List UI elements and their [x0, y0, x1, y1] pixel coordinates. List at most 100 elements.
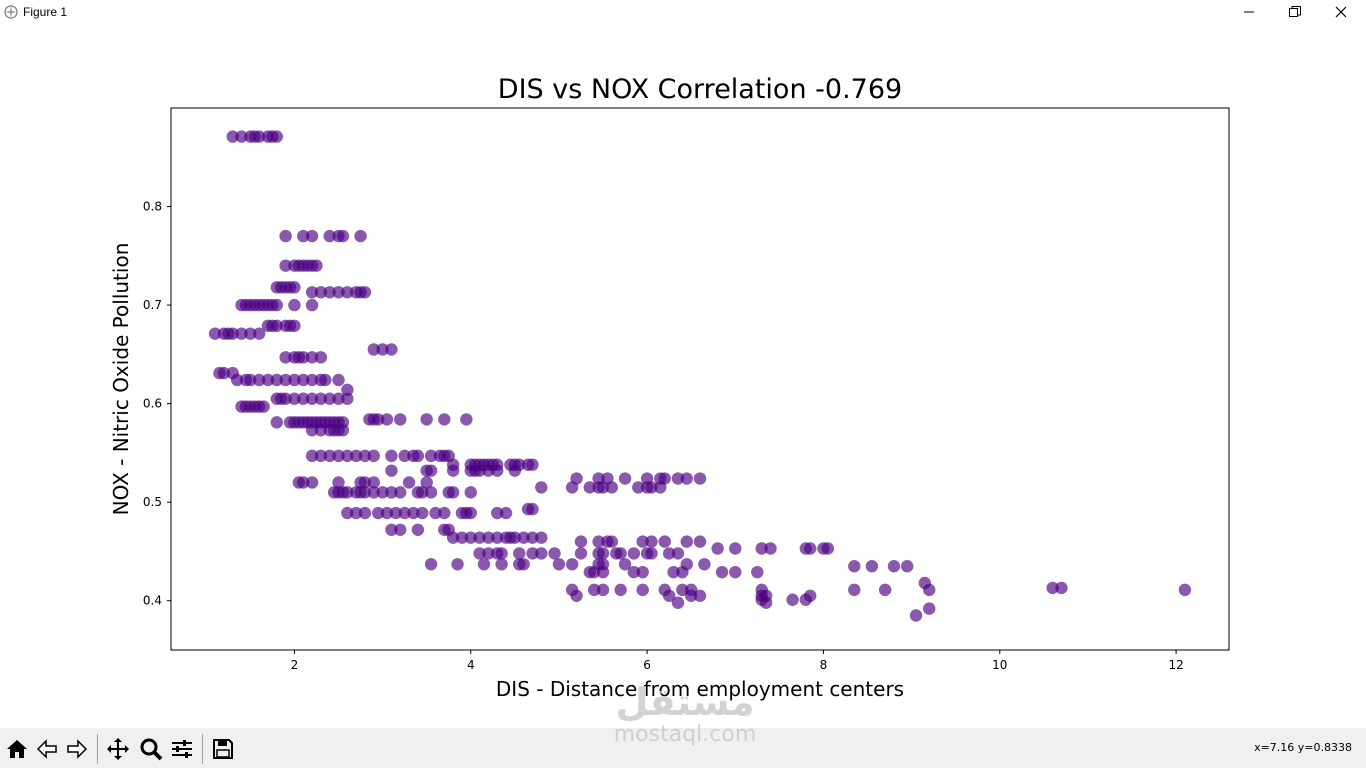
data-point — [288, 392, 301, 405]
forward-button[interactable] — [63, 735, 91, 763]
data-point — [349, 506, 363, 520]
data-point — [451, 558, 464, 571]
data-point — [711, 542, 724, 555]
save-button[interactable] — [209, 735, 237, 763]
data-point — [804, 589, 817, 602]
back-button[interactable] — [33, 735, 61, 763]
data-point — [574, 535, 588, 548]
data-point — [759, 596, 773, 609]
data-point — [252, 327, 266, 340]
data-point — [1178, 583, 1192, 597]
data-point — [354, 229, 367, 243]
data-point — [464, 531, 477, 544]
y-tick-label: 0.5 — [143, 495, 162, 509]
figure-canvas[interactable]: DIS vs NOX Correlation -0.769 2 4 6 8 10 12 0.4… — [0, 24, 1366, 728]
data-point — [473, 464, 486, 477]
data-point — [446, 464, 460, 477]
data-point — [341, 383, 354, 397]
data-point — [416, 506, 429, 520]
data-point — [804, 542, 817, 555]
data-point — [314, 286, 328, 299]
data-point — [270, 319, 283, 332]
y-tick-label: 0.8 — [143, 200, 162, 214]
x-tick-label: 10 — [992, 658, 1007, 672]
home-button[interactable] — [3, 735, 31, 763]
data-point — [508, 464, 522, 477]
data-point — [438, 413, 451, 426]
data-point — [424, 464, 438, 477]
zoom-button[interactable] — [137, 735, 165, 763]
data-point — [535, 481, 548, 494]
data-point — [288, 373, 301, 387]
data-point — [446, 486, 460, 499]
data-point — [358, 449, 372, 463]
data-point — [821, 542, 835, 555]
data-point — [517, 531, 530, 544]
data-point — [848, 583, 861, 597]
data-point — [755, 542, 768, 555]
close-button[interactable] — [1318, 0, 1364, 24]
minimize-button[interactable] — [1226, 0, 1272, 24]
data-point — [252, 130, 266, 143]
data-point — [319, 373, 332, 387]
pan-button[interactable] — [104, 735, 132, 763]
data-point — [314, 449, 328, 463]
data-point — [226, 327, 239, 340]
restore-button[interactable] — [1272, 0, 1318, 24]
data-point — [358, 506, 372, 520]
data-point — [235, 327, 248, 340]
data-point — [865, 560, 879, 573]
data-point — [310, 259, 323, 272]
data-point — [923, 602, 936, 615]
data-point — [424, 558, 438, 571]
y-tick-label: 0.7 — [143, 298, 162, 312]
data-point — [376, 486, 389, 499]
chart-title: DIS vs NOX Correlation -0.769 — [498, 74, 902, 105]
data-point — [208, 327, 222, 340]
data-point — [900, 560, 914, 573]
y-tick-label: 0.4 — [143, 594, 162, 608]
configure-subplots-button[interactable] — [168, 735, 196, 763]
data-point — [394, 523, 407, 536]
data-point — [477, 558, 491, 571]
toolbar-separator — [202, 734, 203, 764]
close-icon — [1335, 6, 1347, 18]
data-point — [314, 351, 328, 364]
data-point — [693, 589, 707, 602]
data-point — [583, 481, 596, 494]
data-point — [918, 576, 932, 590]
data-point — [909, 609, 923, 622]
data-point — [491, 506, 504, 520]
data-point — [385, 523, 398, 536]
data-point — [552, 558, 566, 571]
data-point — [279, 229, 292, 243]
data-point — [380, 413, 394, 426]
data-point — [420, 413, 433, 426]
data-point — [332, 392, 345, 405]
data-point — [499, 506, 513, 520]
data-point — [270, 298, 283, 312]
x-tick-label: 8 — [820, 658, 828, 672]
data-point — [446, 531, 460, 544]
data-point — [394, 486, 407, 499]
data-point — [605, 535, 619, 548]
data-point — [482, 531, 495, 544]
data-point — [358, 476, 372, 489]
data-point — [367, 449, 380, 463]
window-title: Figure 1 — [23, 5, 68, 19]
data-point — [323, 392, 336, 405]
data-point — [667, 565, 680, 579]
data-point — [288, 281, 301, 294]
watermark: مستقل mostaql.com — [600, 682, 770, 748]
data-point — [367, 476, 380, 489]
data-point — [367, 343, 380, 356]
cursor-coordinates: x=7.16 y=0.8338 — [1254, 741, 1352, 754]
data-point — [627, 547, 641, 560]
data-point — [358, 486, 372, 499]
data-point — [680, 535, 693, 548]
data-point — [698, 558, 711, 571]
data-point — [614, 547, 627, 560]
data-point — [671, 472, 685, 485]
data-point — [887, 560, 901, 573]
data-point — [305, 424, 319, 437]
